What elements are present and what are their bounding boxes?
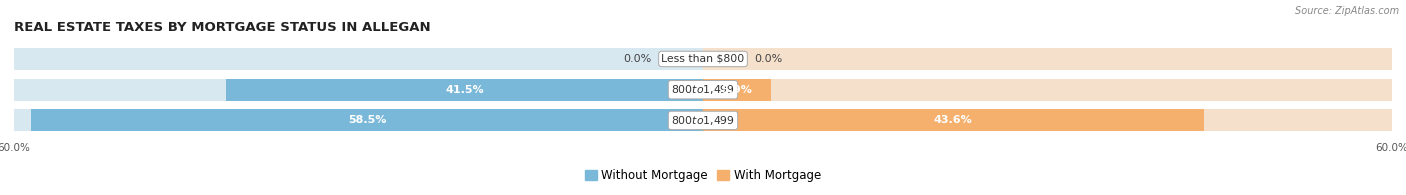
Text: 5.9%: 5.9% [721,85,752,95]
Bar [14,79,703,101]
Bar [14,48,703,70]
Text: Less than $800: Less than $800 [661,54,745,64]
Text: $800 to $1,499: $800 to $1,499 [671,114,735,127]
Text: 43.6%: 43.6% [934,115,973,125]
Text: Source: ZipAtlas.com: Source: ZipAtlas.com [1295,6,1399,16]
Bar [31,109,703,131]
Bar [703,79,1392,101]
Text: $800 to $1,499: $800 to $1,499 [671,83,735,96]
Bar [14,109,703,131]
Bar [703,48,1392,70]
Bar [14,109,1392,131]
Text: 0.0%: 0.0% [755,54,783,64]
Bar [226,79,703,101]
Text: 41.5%: 41.5% [446,85,484,95]
Bar [703,109,1392,131]
Bar [703,79,770,101]
Bar [14,48,1392,70]
Text: 58.5%: 58.5% [347,115,387,125]
Bar [703,109,1204,131]
Text: 0.0%: 0.0% [623,54,651,64]
Text: REAL ESTATE TAXES BY MORTGAGE STATUS IN ALLEGAN: REAL ESTATE TAXES BY MORTGAGE STATUS IN … [14,21,430,34]
Bar [14,79,1392,101]
Legend: Without Mortgage, With Mortgage: Without Mortgage, With Mortgage [581,165,825,187]
